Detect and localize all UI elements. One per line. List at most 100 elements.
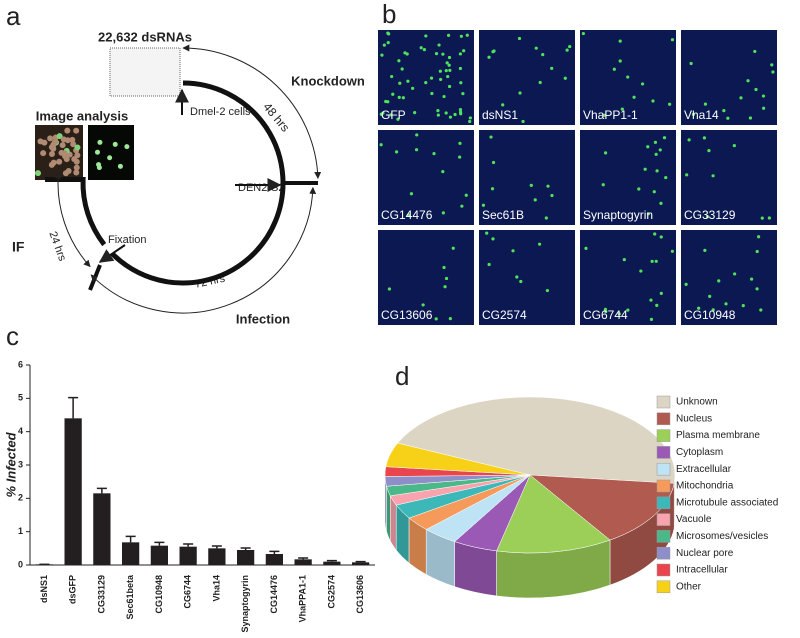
cell [491,237,495,241]
cell [460,204,464,208]
cell [465,33,469,37]
cell [537,242,542,246]
legend-label: Intracellular [676,565,728,576]
cell [56,133,63,140]
label: 22,632 dsRNAs [98,29,192,44]
cell [48,144,55,151]
cell [437,43,441,47]
cell [749,277,754,281]
y-axis-label: % Infected [3,431,18,497]
y-tick-label: 5 [18,393,23,403]
cell [770,63,774,67]
cell [396,117,400,121]
micrograph [479,130,575,225]
micrograph [580,130,676,225]
micrograph [378,30,474,125]
cell [97,139,103,145]
x-tick-label: dsGFP [68,575,78,604]
cell [405,52,409,56]
cell [771,70,775,74]
y-tick-label: 1 [18,526,23,536]
cell [626,75,630,79]
cell [96,165,102,171]
cell [468,119,472,124]
error-bar [298,557,309,560]
cell [386,41,390,45]
cell [617,312,621,316]
legend-swatch [656,563,671,577]
error-bar [269,550,280,554]
cell [468,116,472,120]
legend-label: Other [676,581,702,592]
cell [462,49,466,53]
cell [424,81,428,85]
cell [748,116,753,120]
error-bar [125,535,136,543]
cell [446,33,451,37]
cell [746,79,750,83]
cell [550,66,554,70]
cell [601,183,605,187]
cell [702,136,707,140]
cell [389,113,393,117]
image-thumb [88,125,134,180]
cell [380,53,384,57]
x-tick-label: Sec61beta [125,574,135,620]
cell [685,173,689,177]
bar [208,548,226,565]
pointer [98,244,126,263]
cell [487,55,491,59]
cell [544,216,548,220]
cell [724,302,728,306]
label: Knockdown [291,73,365,88]
error-bar [68,396,79,419]
legend-label: Nuclear pore [676,548,734,559]
x-tick-label: CG33129 [96,575,106,614]
cell [733,272,737,276]
legend-swatch [656,462,671,476]
cell [707,149,711,153]
cell [687,138,691,142]
cell [444,111,448,115]
cell [407,213,411,217]
cell [390,74,394,79]
cell [441,52,445,56]
cell [459,81,463,85]
y-tick-label: 2 [18,493,23,503]
y-tick-label: 6 [18,359,23,369]
cell [391,92,395,96]
cell [70,141,77,148]
bar [150,545,168,565]
cell [519,279,523,284]
cell [107,155,113,161]
cell [646,145,650,149]
cell [439,77,443,82]
image-label: Sec61B [482,208,524,222]
cell [432,151,436,156]
image-label: Synaptogyrin [583,208,653,222]
cell [40,150,47,157]
cell [741,304,745,308]
micrograph [681,130,777,225]
cell [413,110,417,115]
cell [421,303,425,307]
legend-label: Mitochondria [676,481,734,492]
legend-label: Unknown [676,397,718,408]
cell [442,265,446,270]
cell [639,269,643,273]
cell [434,51,439,56]
cell [453,112,457,117]
legend-swatch [656,513,671,526]
cell [441,211,445,215]
cell [722,109,726,113]
cell [653,140,658,144]
cell [761,94,766,98]
cell [459,112,463,116]
cell [415,133,419,137]
image-label: Vha14 [684,108,719,122]
arrow [54,171,91,268]
cell [534,46,538,50]
cell [73,127,80,134]
cell [726,116,730,120]
